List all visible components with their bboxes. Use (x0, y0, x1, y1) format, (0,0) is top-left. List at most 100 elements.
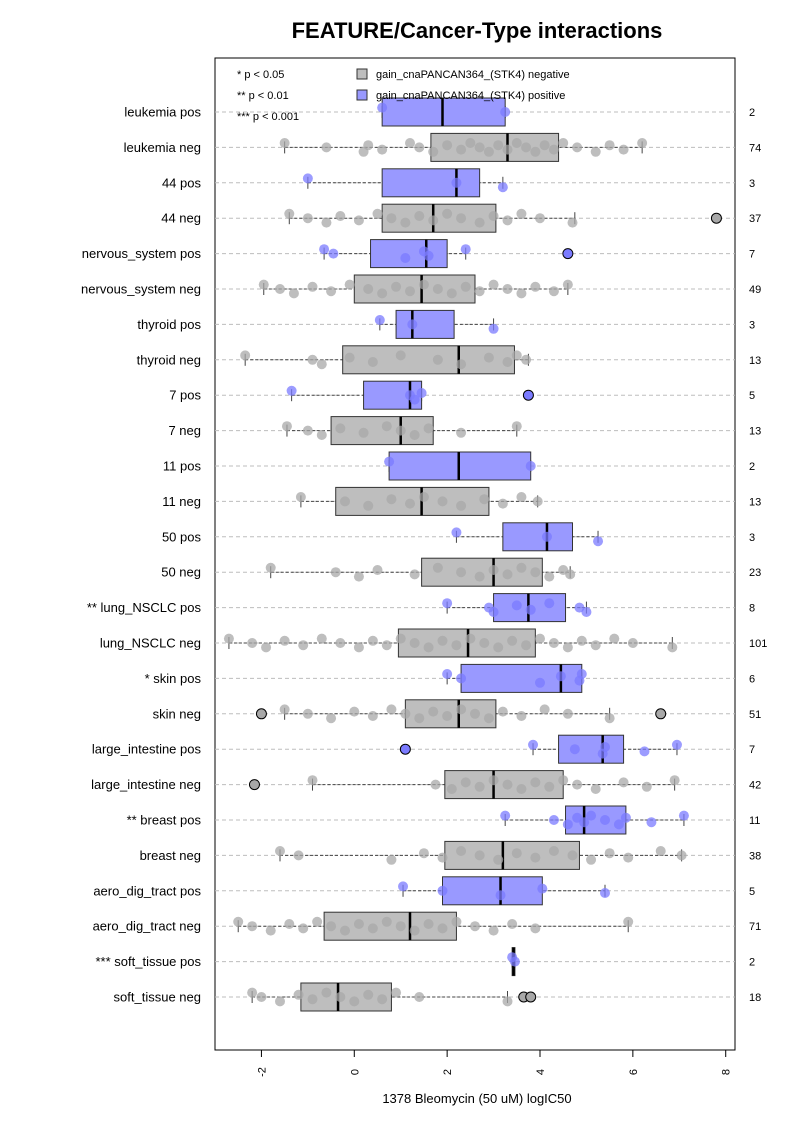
data-point (451, 177, 462, 188)
data-point (609, 633, 620, 644)
data-point (537, 883, 548, 894)
data-point (474, 286, 485, 297)
data-point (432, 354, 443, 365)
y-axis-label: breast neg (140, 848, 201, 863)
data-point (530, 852, 541, 863)
y-axis-label: nervous_system pos (82, 246, 202, 261)
data-point (284, 208, 295, 219)
box-row (319, 239, 574, 269)
data-point (511, 350, 522, 361)
data-point (335, 638, 346, 648)
data-point (428, 706, 439, 717)
data-point (479, 494, 490, 505)
data-point (590, 640, 601, 651)
data-point (618, 144, 629, 155)
sample-count: 38 (749, 850, 761, 862)
data-point (528, 739, 539, 750)
data-point (446, 288, 457, 299)
data-point (600, 742, 610, 752)
data-point (377, 144, 388, 155)
data-point (386, 704, 397, 715)
data-point (558, 775, 569, 786)
data-point (442, 669, 453, 679)
data-point (474, 142, 485, 153)
data-point (312, 916, 323, 927)
data-point (409, 394, 420, 405)
data-point (604, 713, 615, 724)
data-point (409, 430, 420, 440)
data-point (456, 500, 467, 511)
sample-count: 8 (749, 603, 755, 615)
data-point (416, 388, 427, 398)
data-point (502, 215, 513, 226)
box (353, 274, 476, 304)
data-point (293, 989, 304, 1000)
sample-count: 2 (749, 461, 755, 473)
data-point (418, 279, 429, 290)
y-axis-label: soft_tissue neg (114, 990, 201, 1005)
data-point (442, 140, 453, 151)
sample-count: 74 (749, 142, 761, 154)
data-point (233, 916, 244, 927)
box-row (500, 805, 689, 835)
data-point (562, 819, 573, 830)
data-point (502, 144, 513, 155)
data-point (639, 746, 650, 757)
data-point (367, 711, 378, 721)
data-point (572, 142, 583, 153)
box (558, 734, 625, 764)
data-point (488, 775, 499, 786)
data-point (569, 744, 580, 755)
data-point (275, 284, 285, 294)
data-point (456, 846, 467, 856)
data-point (372, 208, 383, 219)
data-point (456, 427, 467, 438)
data-point (414, 992, 425, 1002)
box-row (451, 522, 604, 552)
x-axis-label: 1378 Bleomycin (50 uM) logIC50 (382, 1091, 571, 1106)
data-point (298, 923, 309, 934)
data-point (676, 850, 687, 861)
data-point (516, 562, 527, 573)
data-point (474, 571, 485, 582)
box-row (258, 274, 573, 304)
y-axis-labels: leukemia pos leukemia neg 44 pos 44 neg nerv… (81, 105, 201, 1005)
data-point (353, 571, 364, 582)
data-point (488, 925, 499, 936)
data-point (465, 633, 476, 644)
significance-legend-item: ** p < 0.01 (237, 90, 289, 102)
box-row (399, 734, 682, 764)
data-point (363, 500, 374, 511)
data-point (470, 708, 480, 719)
data-point (326, 286, 337, 297)
box (442, 876, 543, 906)
sample-count: 3 (749, 319, 755, 331)
data-point (353, 919, 364, 929)
y-axis-label: 50 pos (162, 529, 202, 544)
data-point (265, 925, 276, 936)
data-point (288, 288, 299, 299)
data-point (321, 217, 332, 228)
data-point (367, 635, 378, 646)
data-point (500, 810, 511, 821)
data-point (367, 923, 378, 934)
x-tick-label: 6 (628, 1069, 640, 1075)
data-point (548, 638, 559, 648)
sample-count: 23 (749, 567, 761, 579)
data-point (279, 704, 290, 715)
data-point (507, 635, 518, 646)
data-point (530, 923, 541, 934)
data-point (405, 498, 415, 509)
data-point (409, 569, 420, 580)
data-point (495, 890, 506, 901)
data-point (579, 817, 590, 828)
data-point (279, 635, 290, 646)
data-point (474, 850, 485, 861)
sample-count: 3 (749, 178, 755, 190)
data-point (567, 217, 578, 228)
data-point (460, 244, 471, 255)
data-point (555, 671, 566, 682)
data-point (488, 323, 499, 334)
box-row (442, 663, 587, 693)
